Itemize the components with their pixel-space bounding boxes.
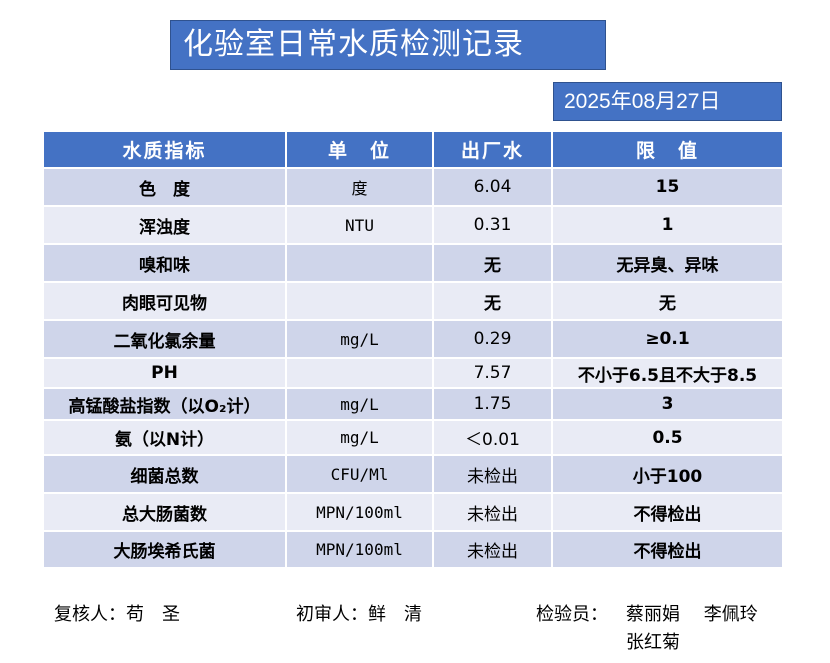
limit-cell: 1 (551, 205, 784, 245)
indicator-cell: 细菌总数 (42, 454, 287, 494)
header-outlet-water: 出厂水 (432, 130, 553, 169)
first-reviewer: 初审人：鲜 清 (296, 604, 422, 625)
reviewer: 复核人：苟 圣 (54, 604, 180, 625)
value-cell: 未检出 (432, 530, 553, 569)
header-indicator: 水质指标 (42, 130, 287, 169)
limit-cell: 不得检出 (551, 530, 784, 569)
indicator-cell: PH (42, 357, 287, 389)
indicator-cell: 二氧化氯余量 (42, 319, 287, 359)
indicator-cell: 嗅和味 (42, 243, 287, 283)
unit-cell (285, 357, 434, 389)
table-header-row: 水质指标 单 位 出厂水 限 值 (42, 130, 784, 169)
unit-cell: 度 (285, 167, 434, 207)
inspector-label: 检验员： (536, 604, 608, 625)
unit-cell: CFU/Ml (285, 454, 434, 494)
value-cell: 未检出 (432, 492, 553, 532)
limit-cell: 3 (551, 387, 784, 421)
unit-cell: mg/L (285, 387, 434, 421)
record-date: 2025年08月27日 (553, 82, 782, 121)
header-unit: 单 位 (285, 130, 434, 169)
inspectors-line2: 张红菊 (626, 632, 680, 653)
unit-cell: mg/L (285, 419, 434, 456)
indicator-cell: 肉眼可见物 (42, 281, 287, 321)
table-row: 高锰酸盐指数（以O₂计） mg/L 1.75 3 (42, 387, 784, 421)
table-row: 二氧化氯余量 mg/L 0.29 ≥0.1 (42, 319, 784, 359)
value-cell: ＜0.01 (432, 419, 553, 456)
value-cell: 6.04 (432, 167, 553, 207)
value-cell: 0.29 (432, 319, 553, 359)
indicator-cell: 色 度 (42, 167, 287, 207)
inspectors-line1: 蔡丽娟 李佩玲 (626, 604, 758, 625)
value-cell: 0.31 (432, 205, 553, 245)
limit-cell: 不小于6.5且不大于8.5 (551, 357, 784, 389)
table-row: 氨（以N计） mg/L ＜0.01 0.5 (42, 419, 784, 456)
unit-cell: MPN/100ml (285, 492, 434, 532)
value-cell: 无 (432, 243, 553, 283)
limit-cell: ≥0.1 (551, 319, 784, 359)
table-row: 浑浊度 NTU 0.31 1 (42, 205, 784, 245)
page-title: 化验室日常水质检测记录 (170, 20, 606, 70)
unit-cell (285, 281, 434, 321)
table-row: 嗅和味 无无异臭、异味 (42, 243, 784, 283)
header-limit: 限 值 (551, 130, 784, 169)
unit-cell: MPN/100ml (285, 530, 434, 569)
table-row: 色 度度 6.04 15 (42, 167, 784, 207)
table-row: 总大肠菌数 MPN/100ml 未检出 不得检出 (42, 492, 784, 532)
unit-cell (285, 243, 434, 283)
unit-cell: mg/L (285, 319, 434, 359)
indicator-cell: 高锰酸盐指数（以O₂计） (42, 387, 287, 421)
indicator-cell: 浑浊度 (42, 205, 287, 245)
water-quality-table: 水质指标 单 位 出厂水 限 值 色 度度 6.04 15 浑浊度 NTU 0.31 1 嗅和… (42, 130, 784, 569)
limit-cell: 15 (551, 167, 784, 207)
unit-cell: NTU (285, 205, 434, 245)
value-cell: 7.57 (432, 357, 553, 389)
limit-cell: 无 (551, 281, 784, 321)
value-cell: 1.75 (432, 387, 553, 421)
indicator-cell: 氨（以N计） (42, 419, 287, 456)
table-row: 细菌总数 CFU/Ml 未检出 小于100 (42, 454, 784, 494)
value-cell: 未检出 (432, 454, 553, 494)
indicator-cell: 大肠埃希氏菌 (42, 530, 287, 569)
limit-cell: 小于100 (551, 454, 784, 494)
limit-cell: 不得检出 (551, 492, 784, 532)
indicator-cell: 总大肠菌数 (42, 492, 287, 532)
table-row: PH 7.57 不小于6.5且不大于8.5 (42, 357, 784, 389)
table-row: 大肠埃希氏菌 MPN/100ml 未检出 不得检出 (42, 530, 784, 569)
table-row: 肉眼可见物 无无 (42, 281, 784, 321)
value-cell: 无 (432, 281, 553, 321)
limit-cell: 0.5 (551, 419, 784, 456)
limit-cell: 无异臭、异味 (551, 243, 784, 283)
